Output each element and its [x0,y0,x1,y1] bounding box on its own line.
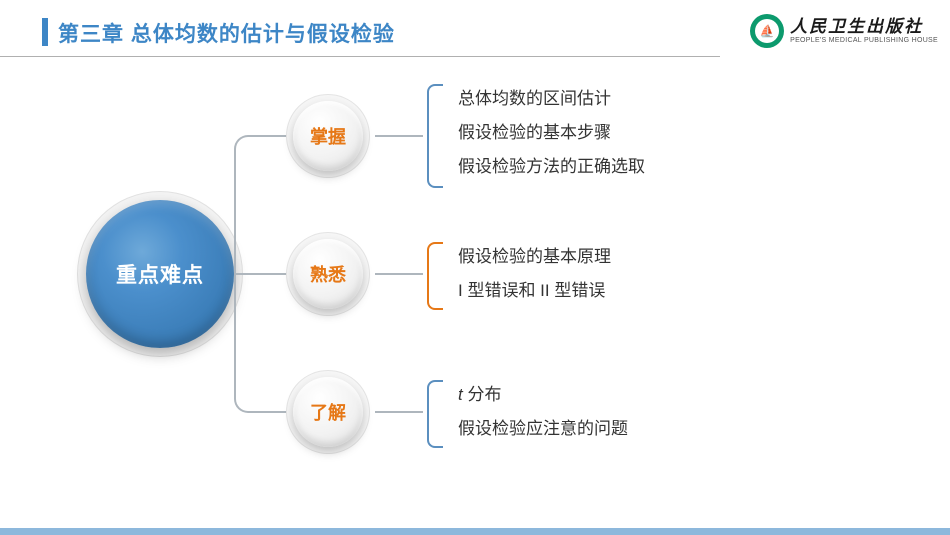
content-line: 假设检验应注意的问题 [458,412,628,446]
connector-line [375,135,423,137]
chapter-title: 第三章 总体均数的估计与假设检验 [58,18,395,48]
slide-header: 第三章 总体均数的估计与假设检验 ⛵ 人民卫生出版社 PEOPLE'S MEDI… [0,14,950,58]
branch-node-know: 了解 [293,377,363,447]
main-node: 重点难点 [86,200,234,348]
title-underline [0,56,720,57]
bracket-grasp [427,84,443,188]
publisher-logo-icon: ⛵ [750,14,784,48]
content-line: 假设检验方法的正确选取 [458,150,645,184]
connector-line [234,273,289,275]
bracket-know [427,380,443,448]
content-familiar: 假设检验的基本原理I 型错误和 II 型错误 [458,240,611,308]
content-line: 假设检验的基本原理 [458,240,611,274]
branch-node-grasp: 掌握 [293,101,363,171]
content-line: 总体均数的区间估计 [458,82,645,116]
title-accent-bar [42,18,48,46]
publisher-name-en: PEOPLE'S MEDICAL PUBLISHING HOUSE [790,37,938,44]
connector-line [254,411,289,413]
publisher-name-cn: 人民卫生出版社 [790,18,938,35]
content-line: I 型错误和 II 型错误 [458,274,611,308]
publisher-logo: ⛵ 人民卫生出版社 PEOPLE'S MEDICAL PUBLISHING HO… [750,14,938,48]
connector-line [375,411,423,413]
branch-node-familiar: 熟悉 [293,239,363,309]
connector-line [254,135,289,137]
content-know: t 分布假设检验应注意的问题 [458,378,628,446]
content-grasp: 总体均数的区间估计假设检验的基本步骤假设检验方法的正确选取 [458,82,645,184]
connector-line [375,273,423,275]
content-line: 假设检验的基本步骤 [458,116,645,150]
content-line: t 分布 [458,378,628,412]
concept-diagram: 重点难点掌握总体均数的区间估计假设检验的基本步骤假设检验方法的正确选取熟悉假设检… [0,60,950,520]
slide-bottom-bar [0,528,950,535]
bracket-familiar [427,242,443,310]
